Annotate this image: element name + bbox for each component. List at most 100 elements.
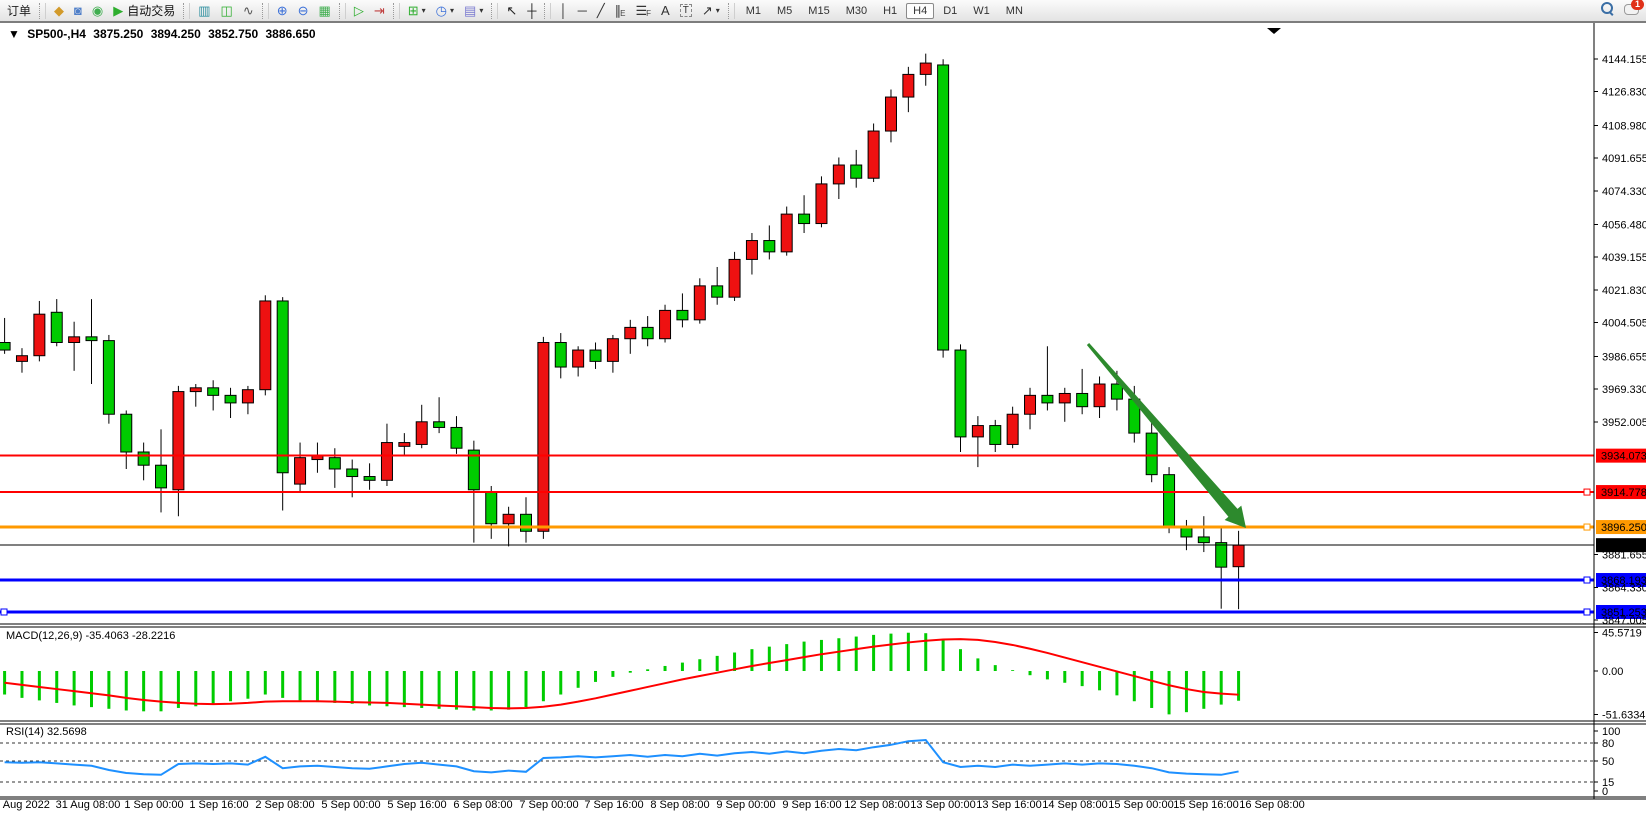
line-handle[interactable] [0, 608, 8, 616]
line-handle[interactable] [1583, 488, 1591, 496]
timeframe-h4[interactable]: H4 [906, 2, 935, 19]
vertical-line-tool[interactable]: │ [555, 0, 571, 21]
chart-shift-icon[interactable]: ⇥ [370, 0, 389, 21]
label-icon: T [679, 4, 692, 17]
fibonacci-tool[interactable]: ☰ F [635, 3, 652, 18]
rsi-scale-label: 80 [1602, 738, 1614, 750]
auto-trading-button[interactable]: ▶ 自动交易 [109, 0, 179, 21]
arrows-tool[interactable]: ↗ ▾ [698, 0, 724, 21]
zoom-in-icon[interactable]: ⊕ [273, 0, 292, 21]
candle-body [485, 491, 498, 525]
candle-body [676, 309, 689, 321]
line-handle[interactable] [1583, 576, 1591, 584]
auto-scroll-icon[interactable]: ▷ [350, 0, 368, 21]
trend-arrow-object[interactable] [1086, 343, 1246, 528]
timeframe-d1[interactable]: D1 [943, 4, 958, 17]
date-tick-label: 5 Sep 16:00 [387, 799, 446, 811]
chevron-down-icon[interactable]: ▾ [450, 6, 455, 15]
rsi-scale-label: 0 [1602, 786, 1608, 798]
cursor-tool[interactable]: ↖ [502, 0, 521, 21]
indicators-button[interactable]: ⊞ ▾ [404, 0, 430, 21]
horizontal-line-tool[interactable]: ─ [574, 0, 591, 21]
text-tool[interactable]: A [657, 0, 674, 21]
toolbar-group: │ ─ ╱ ∥ E ☰ F A T ↗ ▾ [554, 0, 724, 21]
chat-icon[interactable]: 1 [1624, 0, 1644, 15]
candle-body [415, 421, 428, 445]
broadcast-icon[interactable]: ◉ [88, 0, 107, 21]
macd-indicator-label: MACD(12,26,9) -35.4063 -28.2216 [6, 630, 175, 642]
zoom-in-icon-icon: ⊕ [276, 3, 288, 18]
zoom-out-icon[interactable]: ⊖ [294, 0, 313, 21]
toolbar-group: ▷ ⇥ [349, 0, 390, 21]
line-chart-mode-icon[interactable]: ∿ [239, 0, 258, 21]
price-tick-label: 4108.980 [1602, 120, 1646, 132]
chart-window-icon[interactable]: ◆ [50, 0, 68, 21]
price-line-label: 3851.253 [1601, 607, 1646, 619]
line-handle[interactable] [1583, 608, 1591, 616]
price-line-label-box [1596, 538, 1646, 553]
candle-body [1024, 394, 1037, 415]
candle-body [1197, 536, 1210, 544]
toolbar-separator [392, 2, 400, 19]
candle-body [798, 213, 811, 225]
toolbar-separator [39, 2, 47, 19]
chevron-down-icon[interactable]: ▾ [421, 6, 426, 15]
timeframe-m5[interactable]: M5 [777, 4, 793, 17]
rsi-scale-label: 15 [1602, 777, 1614, 789]
macd-scale-label: -51.6334 [1602, 709, 1645, 721]
crosshair-tool[interactable]: ┼ [523, 0, 540, 21]
timeframe-m15[interactable]: M15 [808, 4, 830, 17]
collapse-marker-icon[interactable]: ▼ [8, 27, 20, 41]
line-handle[interactable] [1583, 523, 1591, 531]
price-line-label: 3914.778 [1601, 487, 1646, 499]
candle-body [832, 164, 845, 185]
macd-pane [3, 632, 1241, 715]
high-value: 3894.250 [150, 27, 201, 41]
trendline-tool[interactable]: ╱ [593, 0, 609, 21]
candle-body [745, 240, 758, 260]
candle-body [554, 341, 567, 368]
periods-button[interactable]: ◷ ▾ [432, 0, 458, 21]
templates-button[interactable]: ▤ ▾ [460, 0, 487, 21]
toolbar: 订单 ◆ ◙ ◉ ▶ 自动交易 ▥ ◫ ∿ ⊕ ⊖ ▦ ▷ ⇥ ⊞ ▾ ◷ ▾ ▤ ▾ ↖ ┼ │ ─ ╱ ∥ E ☰ F A T ↗ ▾ M1 M… [0, 0, 1646, 23]
auto-scroll-icon-icon: ▷ [353, 3, 364, 18]
candle-body [259, 300, 272, 391]
candle-body [1041, 394, 1054, 404]
candle-body [502, 513, 515, 525]
channel-tool[interactable]: ∥ E [614, 3, 626, 18]
timeframe-h1[interactable]: H1 [883, 4, 898, 17]
candle-body [606, 338, 619, 362]
candle-body [1076, 392, 1089, 408]
candle-body [1163, 474, 1176, 529]
tile-windows-icon[interactable]: ▦ [315, 0, 335, 21]
chevron-down-icon[interactable]: ▾ [479, 6, 484, 15]
indicators-icon: ⊞ [407, 3, 419, 18]
candle-body [937, 64, 950, 351]
date-tick-label: 13 Sep 00:00 [910, 799, 975, 811]
toolbar-separator [338, 2, 346, 19]
price-tick-label: 4039.155 [1602, 252, 1646, 264]
bar-chart-mode-icon[interactable]: ▥ [194, 0, 214, 21]
candle-body [467, 449, 480, 491]
candlestick-mode-icon[interactable]: ◫ [217, 0, 237, 21]
search-icon[interactable] [1601, 2, 1614, 16]
toolbar-separator [544, 2, 552, 19]
channel-icon: ∥ [614, 3, 622, 18]
new-order-button[interactable]: 订单 [3, 0, 35, 21]
timeframe-m30[interactable]: M30 [845, 4, 868, 17]
chart-shift-marker[interactable] [1267, 28, 1281, 34]
candle-body [867, 130, 880, 179]
label-tool[interactable]: T [676, 0, 696, 21]
timeframe-m1[interactable]: M1 [745, 4, 762, 17]
timeframe-w1[interactable]: W1 [973, 4, 990, 17]
candle-body [155, 464, 168, 489]
candle-body [33, 313, 46, 357]
candle-body [780, 213, 793, 253]
timeframe-mn[interactable]: MN [1005, 4, 1023, 17]
profile-icon[interactable]: ◙ [70, 0, 86, 21]
chevron-down-icon[interactable]: ▾ [715, 6, 720, 15]
candle-body [763, 240, 776, 253]
price-tick-label: 4021.830 [1602, 285, 1646, 297]
candle-body [954, 349, 967, 438]
price-tick-label: 3864.330 [1602, 582, 1646, 594]
